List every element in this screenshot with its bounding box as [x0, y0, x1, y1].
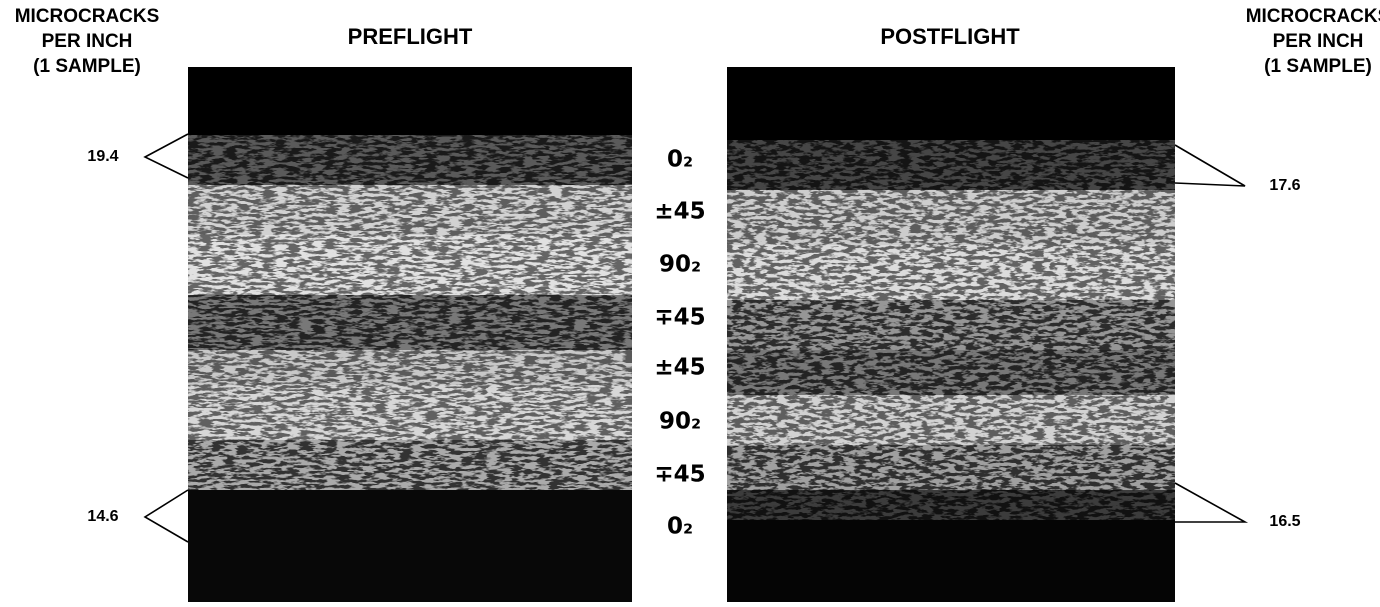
figure: MICROCRACKS PER INCH (1 SAMPLE) MICROCRA… [0, 0, 1380, 602]
microcrack-value: 16.5 [1269, 513, 1300, 530]
panel-title: POSTFLIGHT [880, 24, 1020, 49]
callout [1175, 483, 1245, 522]
header-line: PER INCH [42, 31, 133, 52]
ply-label: 0₂ [667, 514, 693, 540]
texture [188, 440, 632, 490]
texture [727, 300, 1175, 350]
microcrack-value: 17.6 [1269, 177, 1300, 194]
texture [188, 135, 632, 185]
ply-label: 90₂ [659, 252, 701, 278]
texture [188, 350, 632, 385]
micrograph-preflight [188, 67, 632, 602]
ply-label: ∓45 [654, 462, 705, 488]
callout [145, 490, 188, 542]
texture [188, 385, 632, 440]
header-line: MICROCRACKS [1246, 6, 1380, 27]
band [727, 67, 1175, 140]
texture [727, 350, 1175, 395]
texture [727, 445, 1175, 490]
band [727, 520, 1175, 602]
ply-label: ±45 [654, 199, 705, 225]
texture [727, 395, 1175, 445]
texture [727, 190, 1175, 245]
band [188, 67, 632, 135]
ply-labels: 0₂ ±45 90₂ ∓45 ±45 90₂ ∓45 0₂ [654, 147, 705, 540]
texture [188, 185, 632, 235]
header-line: (1 SAMPLE) [1264, 56, 1372, 77]
ply-label: 90₂ [659, 409, 701, 435]
texture [727, 490, 1175, 520]
ply-label: ±45 [654, 355, 705, 381]
texture [188, 295, 632, 350]
micrograph-postflight [727, 67, 1175, 602]
ply-label: ∓45 [654, 305, 705, 331]
band [188, 490, 632, 602]
header-line: PER INCH [1273, 31, 1364, 52]
callout [145, 134, 188, 178]
ply-label: 0₂ [667, 147, 693, 173]
microcrack-value: 19.4 [87, 148, 118, 165]
texture [727, 245, 1175, 300]
callout [1175, 145, 1245, 186]
texture [188, 235, 632, 295]
microcrack-value: 14.6 [87, 508, 118, 525]
panel-title: PREFLIGHT [348, 24, 473, 49]
page: {"header_left": {"lines": ["MICROCRACKS"… [0, 0, 1380, 602]
header-line: MICROCRACKS [15, 6, 160, 27]
header-line: (1 SAMPLE) [33, 56, 141, 77]
texture [727, 140, 1175, 190]
